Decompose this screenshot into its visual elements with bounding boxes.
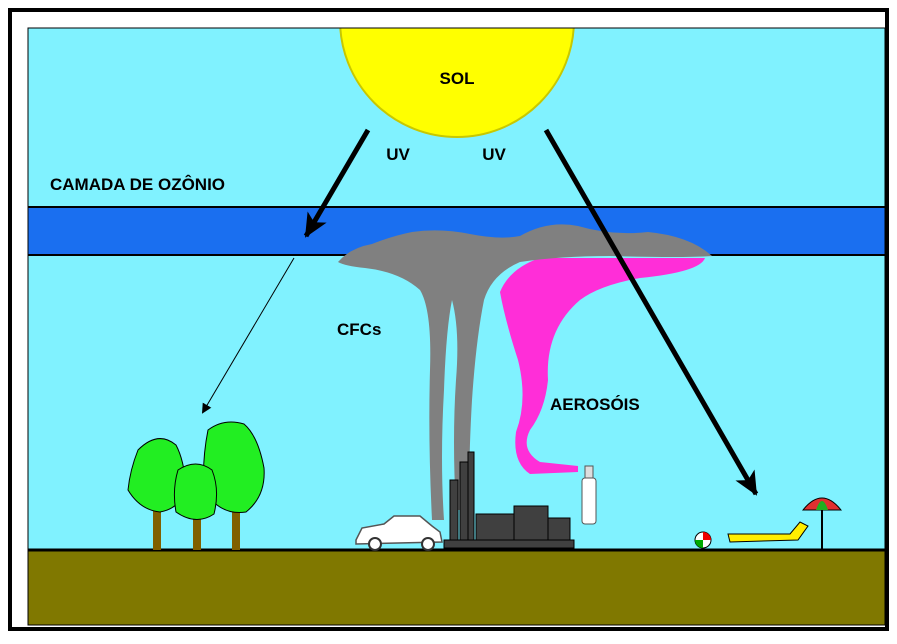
aerosols-label: AEROSÓIS xyxy=(550,395,640,414)
diagram: SOL UV UV CAMADA DE OZÔNIO CFCs AEROSÓIS xyxy=(0,0,897,639)
ground xyxy=(28,550,885,625)
sun-label: SOL xyxy=(440,69,475,88)
cfcs-label: CFCs xyxy=(337,320,381,339)
ozone-layer-label: CAMADA DE OZÔNIO xyxy=(50,175,225,194)
scene: SOL UV UV CAMADA DE OZÔNIO CFCs AEROSÓIS xyxy=(28,0,885,625)
uv-label: UV xyxy=(386,145,410,164)
page: {"labels": {"sun": "SOL", "uv_left": "UV… xyxy=(0,0,897,639)
uv-label: UV xyxy=(482,145,506,164)
